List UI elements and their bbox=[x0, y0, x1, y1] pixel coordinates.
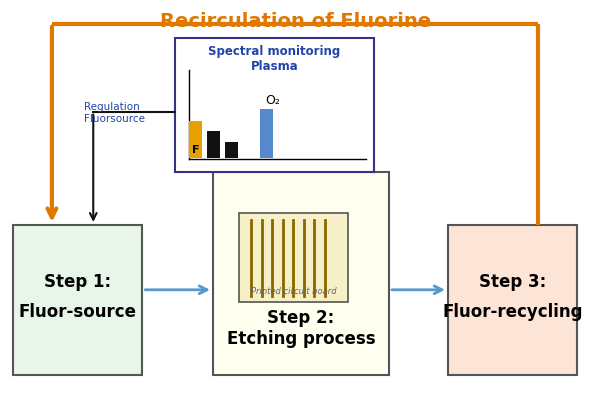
Bar bbox=[224, 142, 238, 158]
Text: O₂: O₂ bbox=[265, 94, 280, 107]
Text: Printed circuit board: Printed circuit board bbox=[251, 287, 337, 296]
Bar bbox=[190, 121, 202, 158]
Text: Fluor-source: Fluor-source bbox=[19, 303, 137, 321]
Text: Fluor-recycling: Fluor-recycling bbox=[442, 303, 583, 321]
Text: Regulation
Fluorsource: Regulation Fluorsource bbox=[83, 102, 145, 124]
Text: Spectral monitoring: Spectral monitoring bbox=[208, 45, 341, 58]
Text: Recirculation of Fluorine: Recirculation of Fluorine bbox=[160, 11, 431, 31]
FancyBboxPatch shape bbox=[448, 225, 577, 375]
Text: Plasma: Plasma bbox=[251, 60, 298, 73]
FancyBboxPatch shape bbox=[175, 38, 374, 172]
FancyBboxPatch shape bbox=[213, 172, 389, 375]
Bar bbox=[207, 131, 220, 158]
FancyBboxPatch shape bbox=[239, 213, 348, 302]
Bar bbox=[260, 109, 273, 158]
Text: F: F bbox=[192, 144, 200, 155]
Text: Step 3:: Step 3: bbox=[479, 273, 546, 291]
Text: Step 2:: Step 2: bbox=[268, 309, 335, 327]
Text: Step 1:: Step 1: bbox=[44, 273, 112, 291]
FancyBboxPatch shape bbox=[13, 225, 142, 375]
Text: Etching process: Etching process bbox=[227, 330, 375, 348]
